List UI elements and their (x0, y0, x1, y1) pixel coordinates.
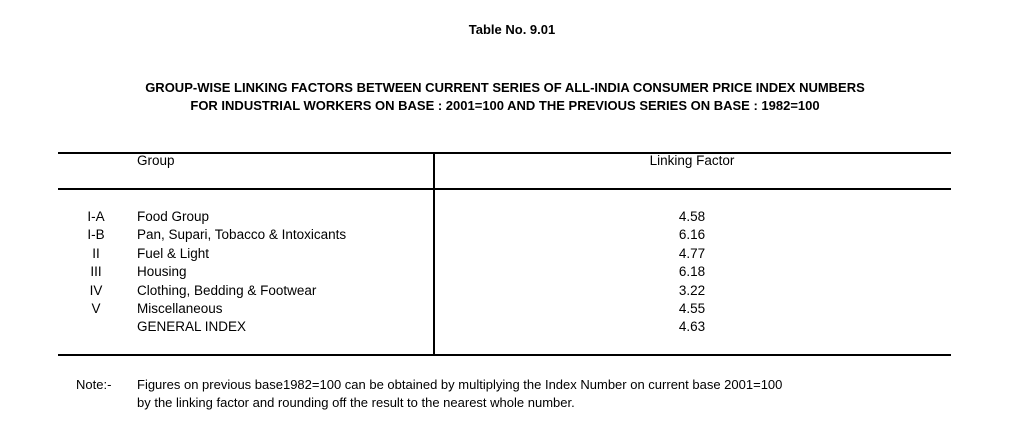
row-group: GENERAL INDEX (137, 319, 247, 335)
table-top-rule (58, 152, 951, 154)
row-linking-factor: 4.63 (678, 319, 706, 335)
row-linking-factor: 4.77 (678, 245, 706, 261)
header-group: Group (137, 153, 175, 168)
note-label: Note:- (76, 377, 112, 392)
header-rule (58, 188, 951, 190)
row-code: V (91, 301, 101, 316)
table-number: Table No. 9.01 (468, 22, 556, 37)
note-line-1: Figures on previous base1982=100 can be … (137, 377, 783, 392)
heading-line-1: GROUP-WISE LINKING FACTORS BETWEEN CURRE… (145, 80, 865, 95)
note-line-2: by the linking factor and rounding off t… (137, 395, 575, 410)
header-linking-factor: Linking Factor (649, 153, 735, 168)
row-group: Housing (137, 264, 187, 280)
row-linking-factor: 4.55 (678, 301, 706, 316)
row-code: II (92, 245, 100, 261)
row-group: Pan, Supari, Tobacco & Intoxicants (137, 227, 347, 243)
row-code: III (90, 264, 102, 280)
row-code: IV (89, 282, 103, 298)
row-linking-factor: 4.58 (678, 209, 706, 224)
table-bottom-rule (58, 354, 951, 356)
row-code: I-A (87, 209, 105, 224)
heading-line-2: FOR INDUSTRIAL WORKERS ON BASE : 2001=10… (190, 98, 820, 113)
row-group: Clothing, Bedding & Footwear (137, 282, 317, 298)
row-linking-factor: 6.18 (678, 264, 706, 280)
row-linking-factor: 6.16 (678, 227, 706, 243)
row-linking-factor: 3.22 (678, 282, 706, 298)
row-group: Miscellaneous (137, 301, 223, 316)
column-divider (433, 152, 435, 355)
row-group: Fuel & Light (137, 245, 210, 261)
row-code: I-B (87, 227, 105, 243)
row-group: Food Group (137, 209, 210, 224)
